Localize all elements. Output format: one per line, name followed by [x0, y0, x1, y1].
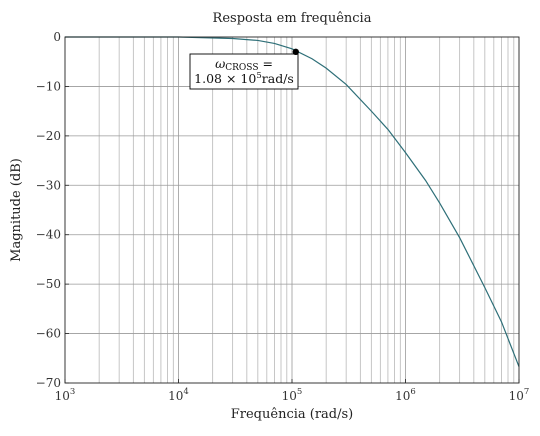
- y-tick-label: −40: [36, 228, 61, 242]
- grid: [65, 37, 519, 383]
- annotation-value-unit: rad/s: [262, 71, 294, 86]
- x-tick-label: 106: [395, 387, 416, 403]
- y-tick-label: 0: [53, 30, 61, 44]
- annotation-box: [189, 53, 299, 90]
- y-tick-label: −30: [36, 178, 61, 192]
- chart-title: Resposta em frequência: [213, 11, 372, 26]
- y-tick-label: −10: [36, 79, 61, 93]
- y-tick-label: −20: [36, 129, 61, 143]
- annotation-layer: ωCROSS = 1.08 × 105rad/s: [189, 48, 299, 90]
- series-layer: [65, 36, 520, 367]
- annotation-equals: =: [258, 56, 272, 71]
- y-tick-label: −70: [36, 376, 61, 390]
- annotation-line-2: 1.08 × 105rad/s: [194, 71, 294, 86]
- crossover-point: [292, 48, 299, 56]
- x-tick-label: 103: [55, 387, 76, 403]
- annotation-subscript: CROSS: [225, 63, 258, 73]
- x-tick-label: 105: [282, 387, 303, 403]
- x-axis-label: Frequência (rad/s): [231, 407, 354, 422]
- tick-layer: 103 104 105 106 107 0 −10 −20 −30 −40 −50 −60 −70: [36, 30, 530, 403]
- x-tick-label: 107: [509, 387, 530, 403]
- y-axis-label: Magnitude (dB): [9, 158, 24, 262]
- annotation-value-exp: 5: [256, 71, 261, 81]
- annotation-omega: ω: [215, 56, 225, 71]
- annotation-line-1: ωCROSS =: [215, 56, 273, 73]
- y-tick-label: −60: [36, 327, 61, 341]
- y-tick-label: −50: [36, 277, 61, 291]
- magnitude-series-line: [65, 36, 520, 367]
- annotation-value-prefix: 1.08 × 10: [194, 71, 256, 86]
- x-tick-label: 104: [168, 387, 189, 403]
